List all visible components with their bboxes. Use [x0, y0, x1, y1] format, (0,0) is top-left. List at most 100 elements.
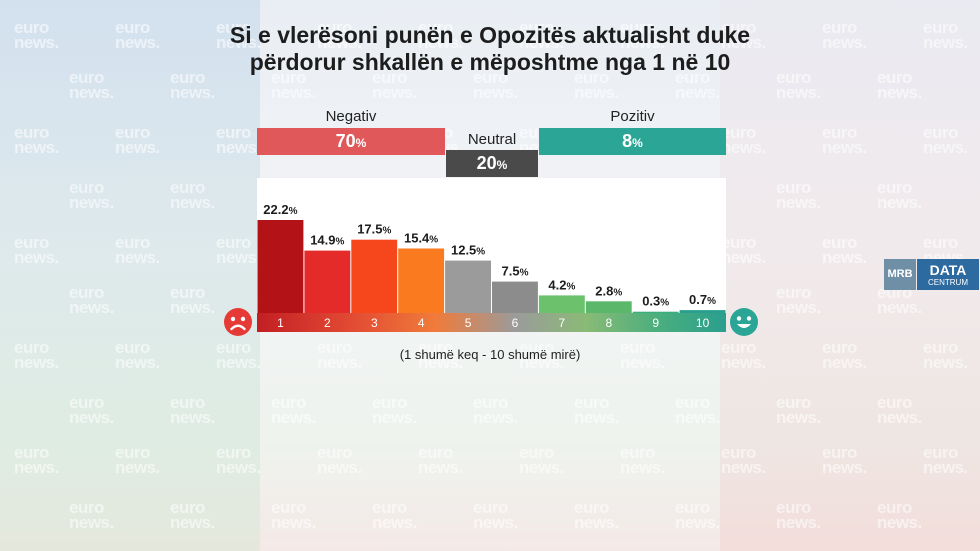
sad-face-icon	[224, 308, 252, 336]
bar-7	[538, 295, 585, 313]
bar-value-label-7: 4.2%	[548, 277, 575, 292]
bar-1	[257, 220, 304, 313]
bar-8	[585, 301, 632, 313]
bar-4	[398, 248, 445, 313]
title-line-2: përdorur shkallën e mëposhtme nga 1 në 1…	[249, 49, 731, 75]
bar-value-label-9: 0.3%	[642, 294, 669, 309]
scale-tick-3: 3	[370, 316, 378, 330]
scale-tick-8: 8	[605, 316, 613, 330]
pozitiv-label: Pozitiv	[610, 108, 655, 125]
scale-tick-2: 2	[324, 316, 331, 330]
bar-10	[679, 310, 726, 313]
bar-2	[304, 250, 351, 313]
neutral-value: 20	[476, 153, 497, 173]
bar-5	[445, 260, 491, 313]
scale-tick-10: 10	[695, 316, 710, 330]
title-line-1: Si e vlerësoni punën e Opozitës aktualis…	[229, 22, 751, 48]
scale-tick-6: 6	[511, 316, 519, 330]
logo-centrum: CENTRUM	[928, 278, 968, 287]
neutral-box: 20%	[446, 150, 538, 177]
happy-face-icon	[730, 308, 758, 336]
bar-value-label-10: 0.7%	[689, 292, 716, 307]
scale-tick-4: 4	[417, 316, 425, 330]
bar-value-label-8: 2.8%	[595, 283, 622, 298]
scale-bar	[257, 313, 726, 332]
chart-title: Si e vlerësoni punën e Opozitës aktualis…	[0, 22, 980, 76]
scale-tick-1: 1	[277, 316, 284, 330]
background-tint-left	[0, 0, 260, 551]
bar-3	[351, 239, 398, 313]
negativ-value: 70	[335, 131, 356, 151]
neutral-label: Neutral	[467, 131, 517, 148]
logo-data: DATA	[929, 262, 967, 278]
bar-6	[492, 281, 538, 313]
bar-value-label-6: 7.5%	[502, 264, 529, 279]
bar-value-label-4: 15.4%	[404, 231, 438, 246]
logo-right: DATA CENTRUM	[917, 259, 979, 290]
negativ-label: Negativ	[325, 108, 377, 125]
scale-tick-9: 9	[652, 316, 660, 330]
bar-9	[632, 311, 679, 313]
